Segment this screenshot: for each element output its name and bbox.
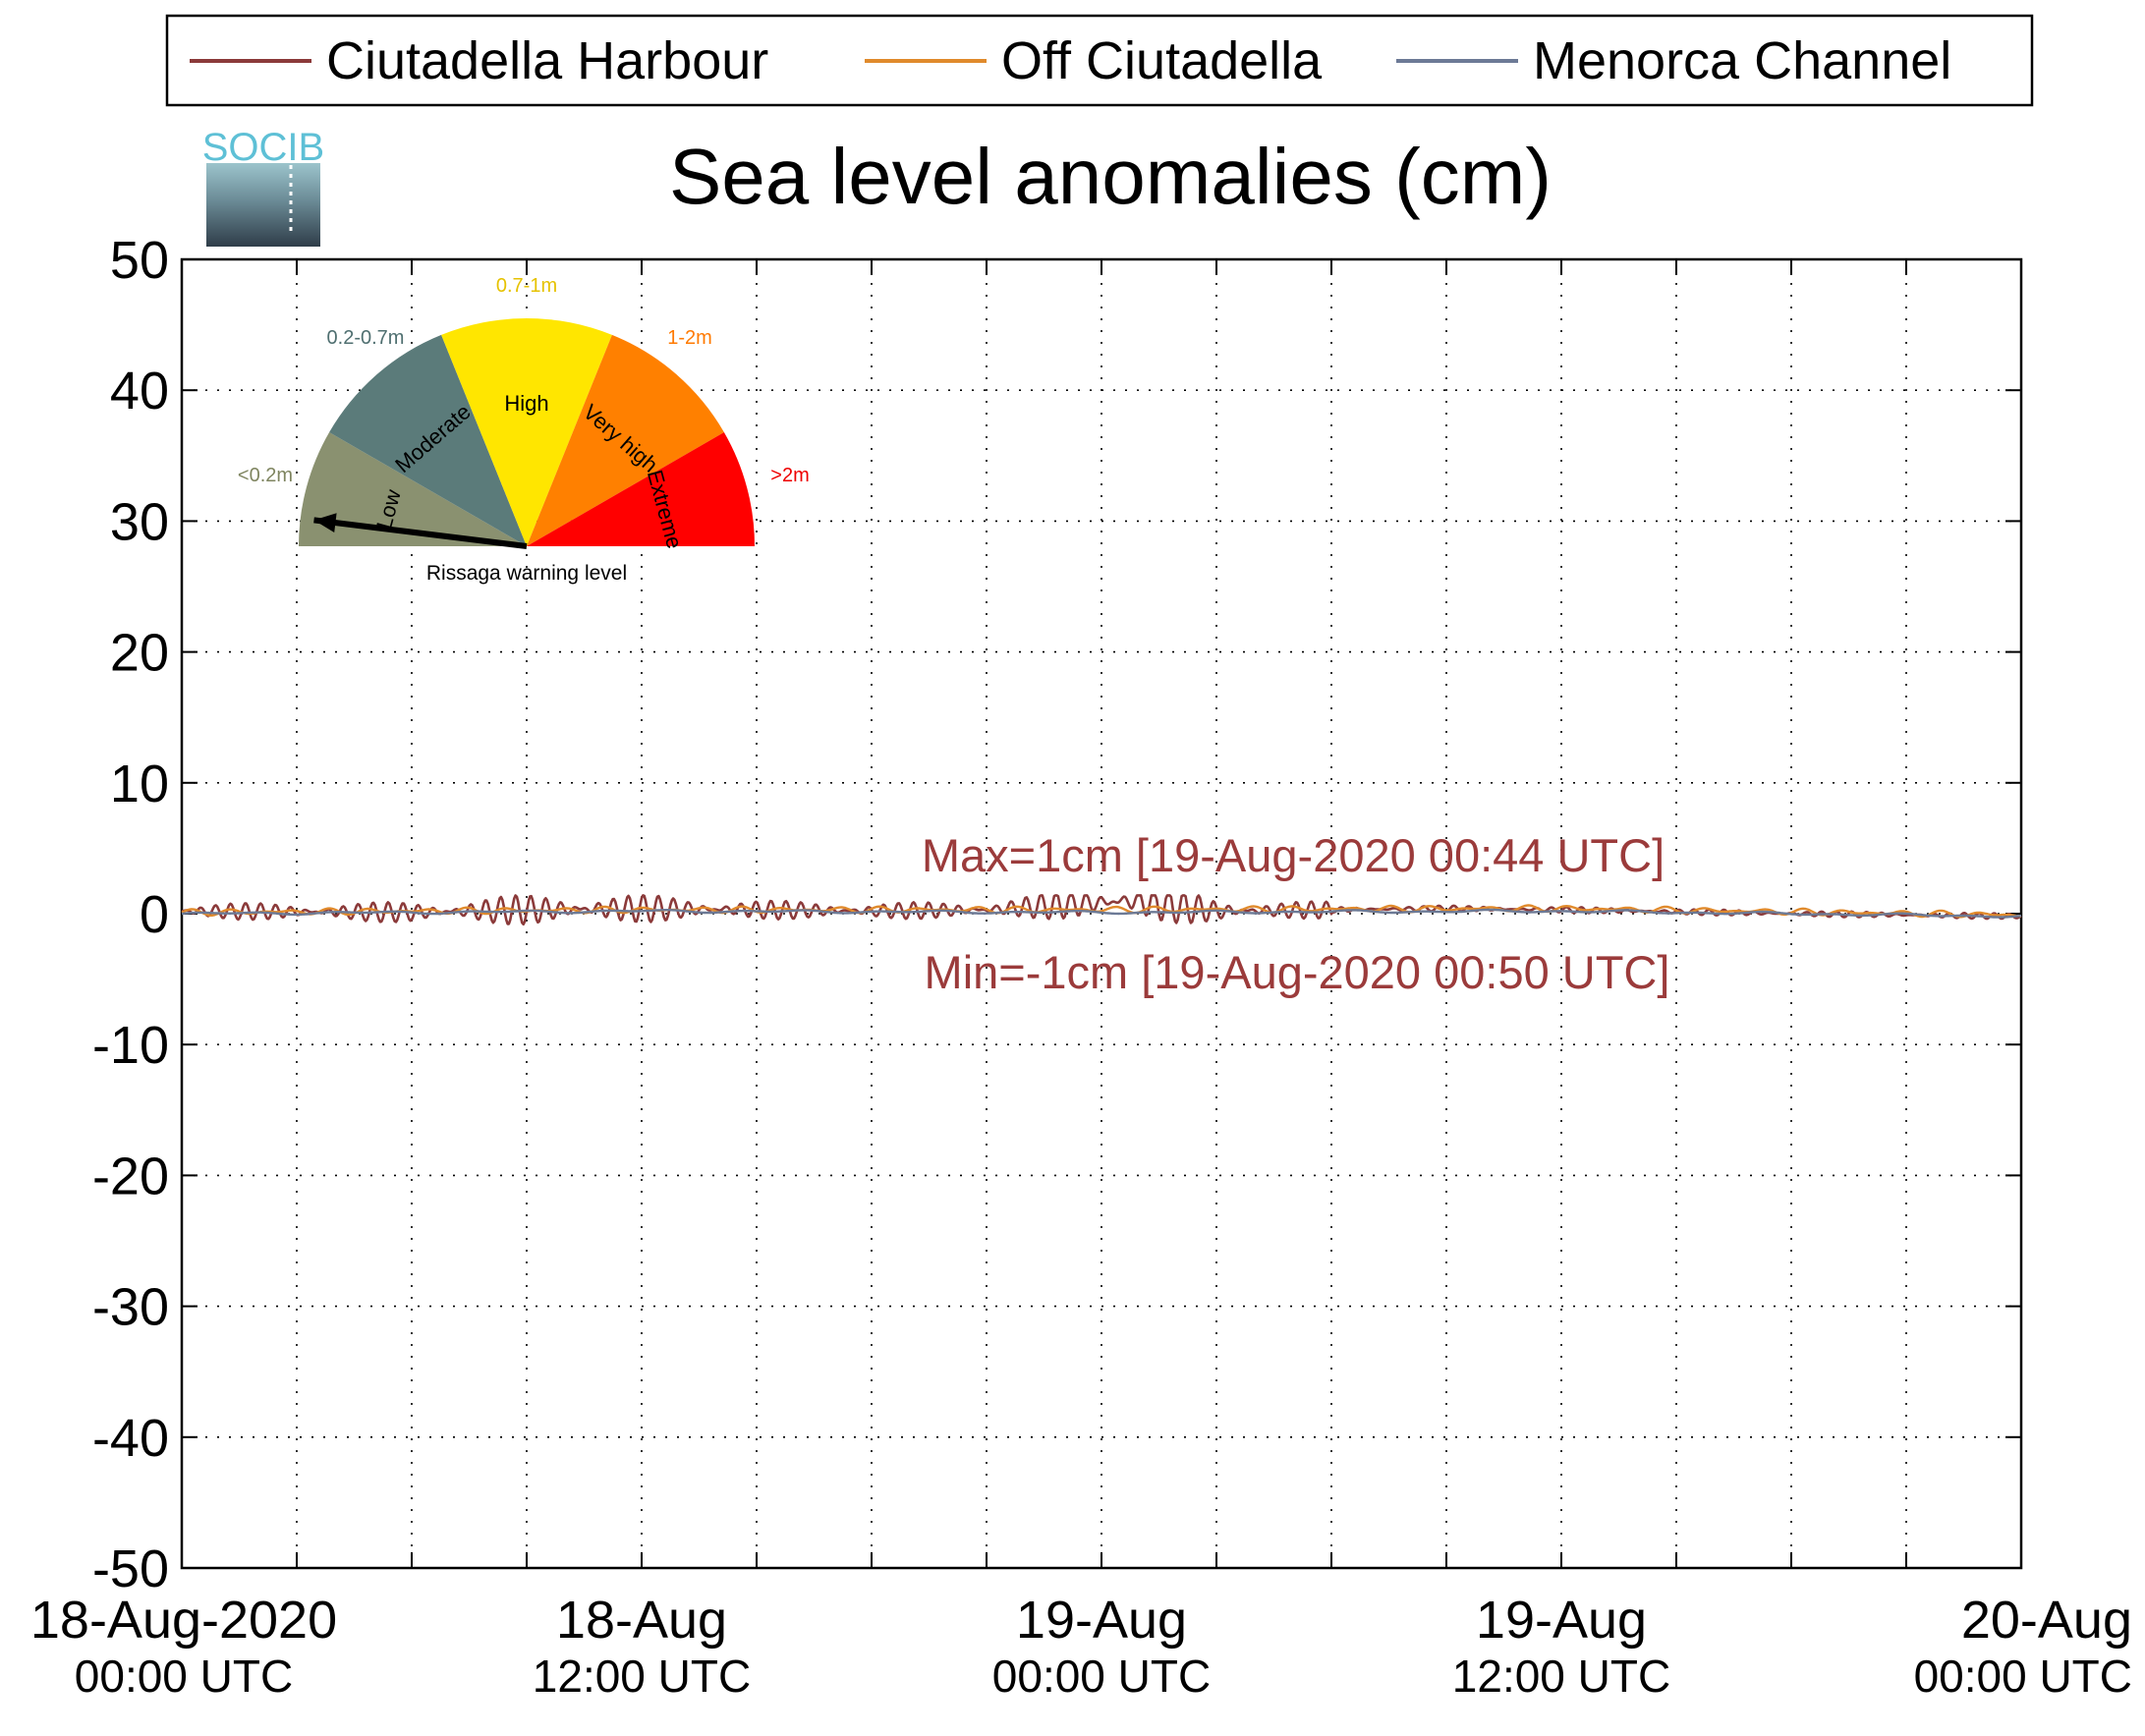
chart-title: Sea level anomalies (cm) [669, 133, 1552, 220]
y-tick-label: 0 [140, 885, 169, 944]
series-line-off-ciutadella [181, 904, 2021, 919]
data-series [181, 894, 2022, 926]
gauge-sector-moderate [329, 334, 527, 546]
gauge-range-label: 0.2-0.7m [327, 327, 405, 349]
gauge-needle [313, 517, 528, 549]
max-annotation: Max=1cm [19-Aug-2020 00:44 UTC] [922, 829, 1665, 881]
y-tick-label: 30 [110, 492, 169, 551]
logo-block [206, 163, 320, 247]
gauge-range-label: >2m [770, 465, 809, 486]
y-tick-label: 10 [110, 755, 169, 813]
x-tick-label-date: 18-Aug-2020 [30, 1591, 337, 1650]
legend: Ciutadella Harbour Off Ciutadella Menorc… [165, 14, 2034, 107]
y-tick-label: -30 [92, 1278, 169, 1337]
legend-label-menorca-channel: Menorca Channel [1533, 31, 1951, 90]
x-tick-label-time: 00:00 UTC [992, 1651, 1211, 1702]
x-tick-label-time: 12:00 UTC [533, 1651, 751, 1702]
gauge-sector-very-high [527, 334, 724, 546]
x-tick-label-time: 00:00 UTC [75, 1651, 293, 1702]
series-line-menorca-channel [181, 908, 2022, 919]
gauge-range-label: 0.7-1m [496, 275, 557, 297]
gauge-needle-arrowhead [313, 513, 337, 532]
x-tick-label-date: 18-Aug [556, 1591, 727, 1650]
x-tick-label-date: 19-Aug [1016, 1591, 1187, 1650]
legend-label-off-ciutadella: Off Ciutadella [1001, 31, 1323, 90]
y-tick-label: 40 [110, 362, 169, 420]
gauge-range-label: 1-2m [667, 327, 712, 349]
min-annotation: Min=-1cm [19-Aug-2020 00:50 UTC] [925, 946, 1670, 998]
y-tick-label: -40 [92, 1409, 169, 1468]
gauge-sector-label: High [504, 391, 548, 416]
socib-logo: SOCIB [202, 126, 324, 247]
logo-text: SOCIB [202, 126, 324, 169]
legend-label-ciutadella-harbour: Ciutadella Harbour [326, 31, 768, 90]
y-tick-label: -50 [92, 1540, 169, 1598]
gauge-caption: Rissaga warning level [426, 562, 627, 585]
y-tick-label: 50 [110, 231, 169, 290]
y-tick-label: -20 [92, 1147, 169, 1205]
gauge-sector-high [441, 318, 612, 546]
legend-box [165, 14, 2034, 107]
axis-ticks [181, 258, 2022, 1569]
gauge-sector-extreme [527, 432, 755, 546]
gauge-sector-low [299, 432, 527, 546]
y-tick-label: -10 [92, 1016, 169, 1075]
x-tick-label-date: 19-Aug [1476, 1591, 1647, 1650]
y-tick-label: 20 [110, 624, 169, 683]
x-tick-label-time: 00:00 UTC [1914, 1651, 2132, 1702]
x-tick-label-date: 20-Aug [1961, 1591, 2132, 1650]
y-tick-labels: 50 40 30 20 10 0 -10 -20 -30 -40 -50 [92, 231, 169, 1598]
gauge-range-label: <0.2m [238, 465, 293, 486]
x-tick-label-time: 12:00 UTC [1452, 1651, 1670, 1702]
